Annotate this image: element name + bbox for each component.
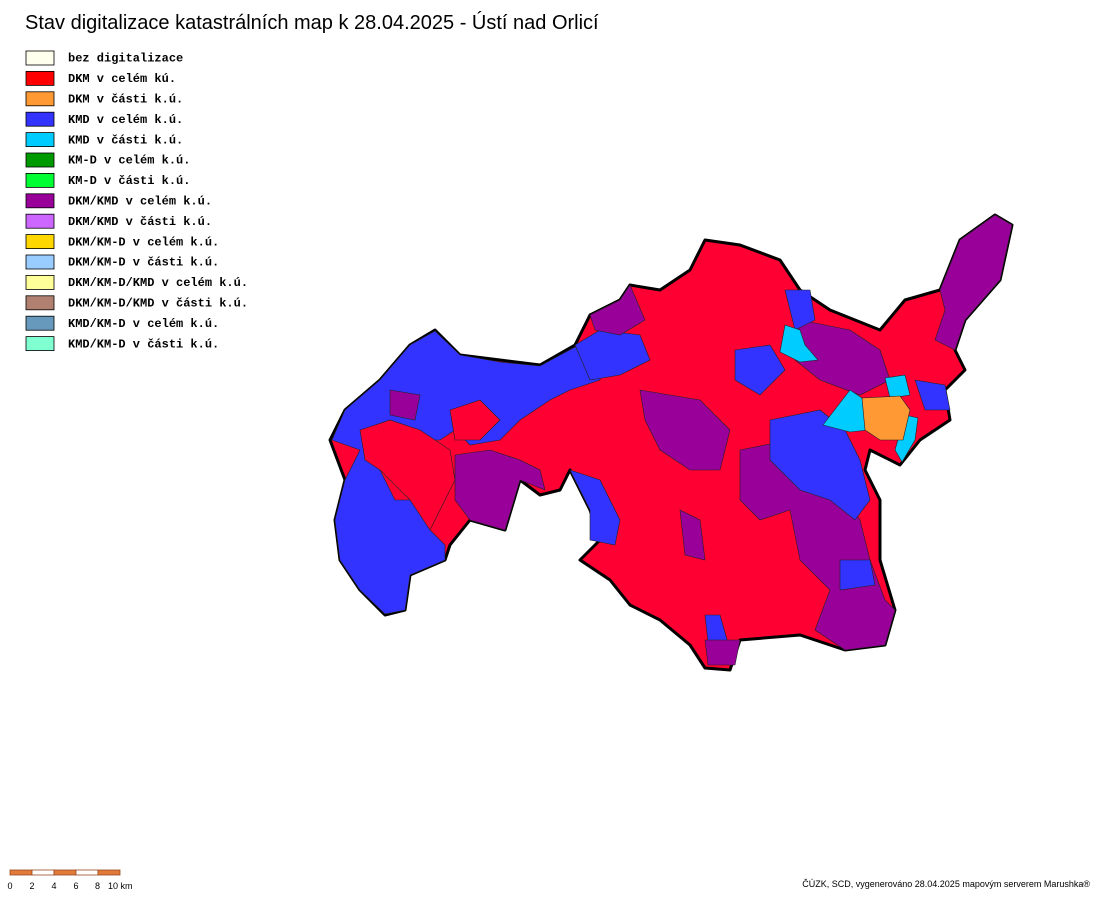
- legend-swatch: [25, 234, 55, 250]
- scale-label: 4: [51, 881, 56, 891]
- region-red-west: [359, 399, 501, 531]
- map-area: [328, 213, 1014, 672]
- scale-segment: [9, 869, 33, 876]
- region-purple-center: [589, 284, 731, 561]
- legend-label: KMD v celém k.ú.: [68, 113, 183, 127]
- legend: bez digitalizace DKM v celém kú. DKM v čás…: [25, 50, 248, 352]
- scale-label: 10 km: [108, 881, 133, 891]
- scale-segment: [53, 869, 77, 876]
- scale-segment: [75, 869, 99, 876]
- legend-label: KMD/KM-D v celém k.ú.: [68, 317, 219, 331]
- legend-swatch: [25, 132, 55, 148]
- scale-label: 0: [7, 881, 12, 891]
- legend-swatch: [25, 295, 55, 311]
- scale-label: 2: [29, 881, 34, 891]
- legend-label: DKM/KM-D/KMD v celém k.ú.: [68, 276, 248, 290]
- legend-label: KMD v části k.ú.: [68, 133, 183, 147]
- footer-credit: ČÚZK, SCD, vygenerováno 28.04.2025 mapov…: [802, 879, 1090, 889]
- region-blue-east: [734, 289, 951, 591]
- scale-label: 6: [73, 881, 78, 891]
- legend-label: DKM/KM-D v části k.ú.: [68, 256, 219, 270]
- legend-label: bez digitalizace: [68, 52, 183, 66]
- legend-swatch: [25, 111, 55, 127]
- legend-label: DKM/KMD v části k.ú.: [68, 215, 212, 229]
- legend-swatch: [25, 193, 55, 209]
- legend-label: DKM/KM-D/KMD v části k.ú.: [68, 296, 248, 310]
- legend-swatch: [25, 274, 55, 290]
- legend-swatch: [25, 152, 55, 168]
- scale-segment: [31, 869, 55, 876]
- legend-label: KM-D v části k.ú.: [68, 174, 190, 188]
- legend-label: KM-D v celém k.ú.: [68, 154, 190, 168]
- legend-label: DKM v celém kú.: [68, 72, 176, 86]
- legend-swatch: [25, 336, 55, 352]
- map-title: Stav digitalizace katastrálních map k 28…: [25, 11, 599, 34]
- region-orange: [861, 395, 911, 441]
- legend-swatch: [25, 50, 55, 66]
- legend-label: DKM/KM-D v celém k.ú.: [68, 235, 219, 249]
- scale-label: 8: [95, 881, 100, 891]
- legend-label: DKM/KMD v celém k.ú.: [68, 194, 212, 208]
- legend-swatch: [25, 315, 55, 331]
- region-purple-west: [389, 389, 546, 531]
- scale-segment: [97, 869, 121, 876]
- legend-label: DKM v části k.ú.: [68, 92, 183, 106]
- legend-swatch: [25, 254, 55, 270]
- legend-swatch: [25, 172, 55, 188]
- legend-swatch: [25, 91, 55, 107]
- legend-swatch: [25, 213, 55, 229]
- legend-swatch: [25, 71, 55, 86]
- scale-bar: 0 2 4 6 8 10 km: [7, 869, 133, 891]
- legend-label: KMD/KM-D v části k.ú.: [68, 337, 219, 351]
